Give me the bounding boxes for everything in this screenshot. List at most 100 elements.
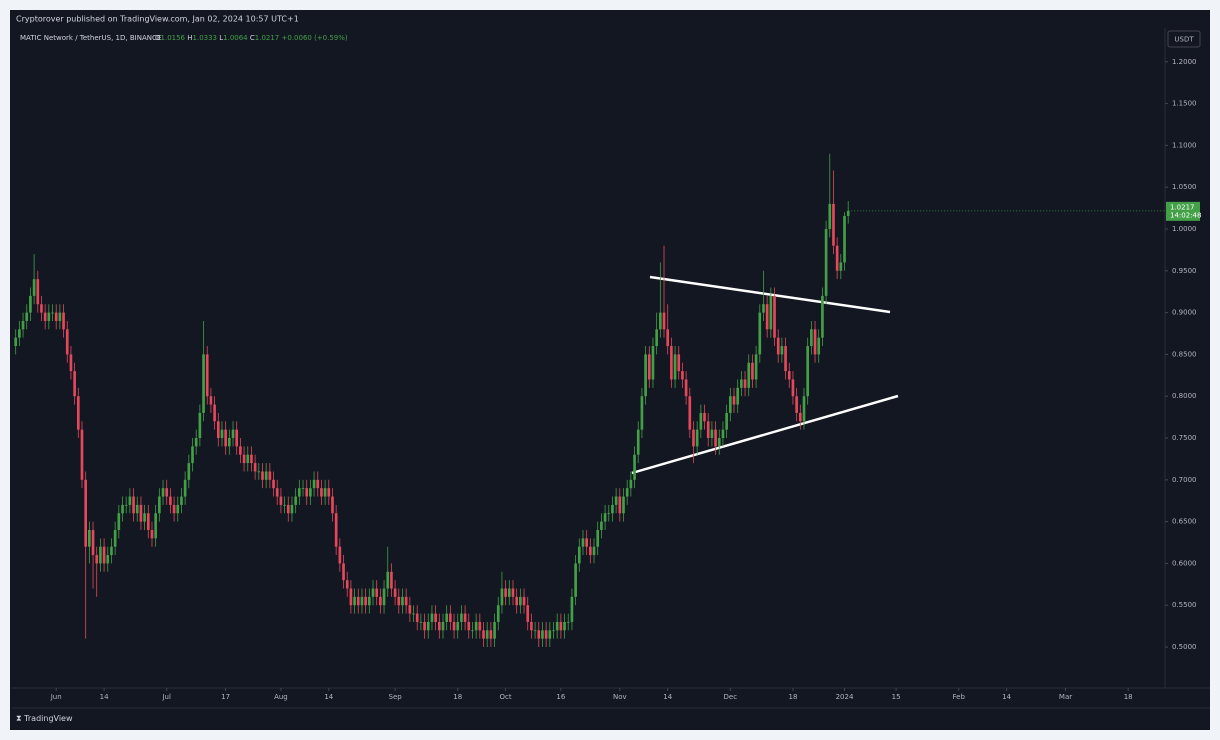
candle-body bbox=[519, 596, 522, 606]
legend-close: 1.0217 bbox=[255, 34, 280, 42]
candle-body bbox=[253, 463, 257, 472]
candle-body bbox=[765, 304, 769, 330]
y-tick-label: 0.7000 bbox=[1172, 476, 1197, 484]
candle-body bbox=[257, 471, 261, 473]
x-tick-label: 18 bbox=[788, 693, 797, 701]
candle-body bbox=[437, 621, 441, 631]
currency-box[interactable] bbox=[1167, 30, 1201, 48]
candle-body bbox=[65, 329, 69, 355]
countdown-label: 14:02:48 bbox=[1170, 211, 1201, 219]
candle-body bbox=[806, 346, 810, 397]
candle-body bbox=[88, 529, 91, 547]
candle-body bbox=[795, 396, 798, 413]
currency[interactable]: USDT bbox=[1174, 36, 1194, 44]
candle-body bbox=[364, 596, 367, 606]
candle-body bbox=[135, 504, 139, 514]
candle-body bbox=[279, 496, 283, 505]
candle-body bbox=[117, 513, 121, 530]
x-tick-label: 14 bbox=[324, 693, 333, 701]
x-tick-label: 18 bbox=[453, 693, 462, 701]
candle-body bbox=[102, 546, 106, 564]
candle-body bbox=[338, 546, 342, 564]
candle-body bbox=[165, 488, 169, 497]
candle-body bbox=[43, 312, 47, 321]
y-tick-label: 0.6000 bbox=[1172, 559, 1197, 567]
candle-body bbox=[268, 471, 272, 480]
candle-body bbox=[99, 546, 102, 564]
candle-body bbox=[563, 621, 566, 631]
candle-body bbox=[320, 488, 323, 497]
candle-body bbox=[607, 513, 611, 515]
candle-body bbox=[76, 396, 80, 430]
candle-body bbox=[618, 496, 622, 514]
candle-body bbox=[482, 630, 485, 639]
candle-body bbox=[349, 588, 353, 606]
candle-body bbox=[172, 504, 176, 514]
candle-body bbox=[773, 295, 776, 338]
candle-body bbox=[239, 446, 242, 455]
candle-body bbox=[485, 630, 489, 639]
candle-body bbox=[710, 429, 714, 439]
candle-body bbox=[80, 429, 84, 480]
candle-body bbox=[552, 630, 555, 632]
x-tick-label: Aug bbox=[274, 693, 288, 701]
candle-body bbox=[747, 362, 751, 388]
candle-body bbox=[323, 488, 327, 497]
candle-body bbox=[430, 613, 434, 622]
last-price-label: 1.0217 bbox=[1170, 203, 1195, 211]
candle-body bbox=[294, 496, 297, 505]
candle-body bbox=[802, 396, 806, 422]
candle-body bbox=[592, 546, 596, 556]
candle-body bbox=[176, 504, 180, 514]
candle-body bbox=[787, 371, 791, 380]
candle-body bbox=[412, 613, 415, 615]
candle-body bbox=[478, 621, 482, 631]
y-tick-label: 0.9000 bbox=[1172, 309, 1197, 317]
candle-body bbox=[647, 354, 651, 380]
candle-body bbox=[625, 488, 629, 497]
candle-body bbox=[810, 329, 813, 347]
candle-body bbox=[622, 496, 625, 514]
candle-body bbox=[548, 630, 552, 639]
candle-body bbox=[371, 588, 375, 597]
candle-body bbox=[570, 596, 574, 622]
candle-body bbox=[640, 396, 644, 430]
candle-body bbox=[345, 580, 349, 589]
last-price-box bbox=[1166, 201, 1200, 221]
x-tick-label: Sep bbox=[389, 693, 403, 701]
x-tick-label: Mar bbox=[1059, 693, 1072, 701]
candle-body bbox=[194, 438, 198, 447]
candle-body bbox=[603, 513, 607, 522]
y-tick-label: 1.0000 bbox=[1172, 225, 1197, 233]
candle-body bbox=[581, 538, 585, 547]
candle-body bbox=[183, 479, 187, 497]
candle-body bbox=[150, 529, 154, 539]
x-tick-label: Jul bbox=[161, 693, 171, 701]
candle-body bbox=[644, 354, 647, 397]
candle-body bbox=[677, 354, 681, 372]
candle-body bbox=[235, 429, 239, 447]
candle-body bbox=[555, 621, 559, 631]
candle-body bbox=[659, 312, 662, 330]
candle-body bbox=[725, 412, 728, 430]
candle-body bbox=[426, 621, 430, 631]
candle-body bbox=[128, 496, 132, 505]
candle-body bbox=[633, 454, 636, 480]
candle-body bbox=[493, 621, 496, 639]
candle-body bbox=[283, 504, 286, 506]
candle-body bbox=[460, 613, 463, 622]
candle-body bbox=[541, 630, 544, 639]
candle-body bbox=[36, 279, 40, 305]
x-tick-label: 14 bbox=[100, 693, 109, 701]
candle-body bbox=[507, 588, 511, 597]
legend-low: 1.0064 bbox=[223, 34, 248, 42]
candle-body bbox=[828, 203, 832, 229]
candle-body bbox=[585, 538, 588, 547]
candle-body bbox=[522, 596, 526, 606]
x-tick-label: 2024 bbox=[836, 693, 854, 701]
candle-body bbox=[158, 496, 161, 514]
candle-body bbox=[692, 429, 695, 447]
candle-body bbox=[69, 354, 73, 372]
candle-body bbox=[305, 488, 309, 497]
x-tick-label: Nov bbox=[613, 693, 627, 701]
